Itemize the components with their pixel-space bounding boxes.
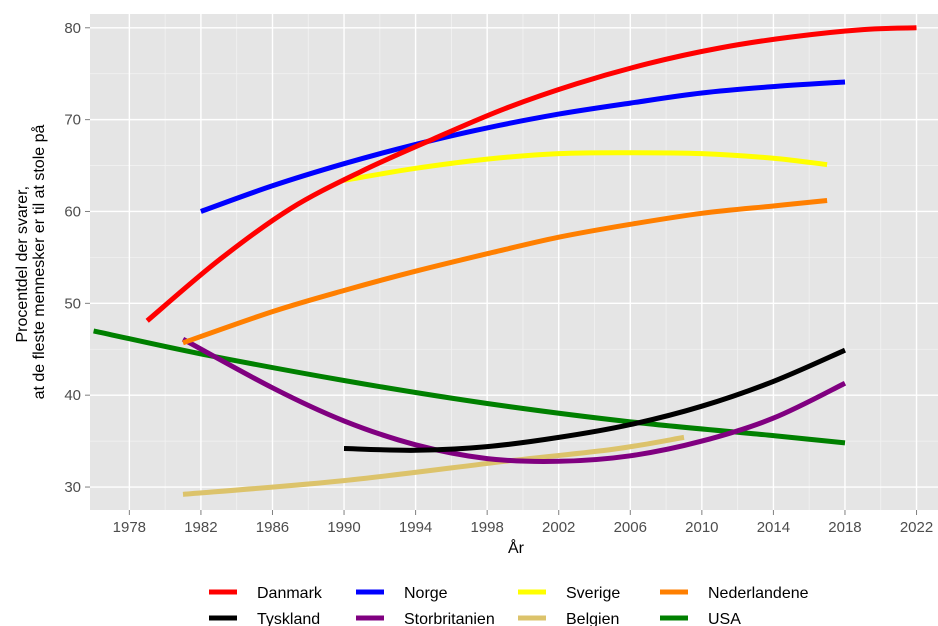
y-tick-label: 60 bbox=[64, 203, 81, 220]
series-line-belgien bbox=[182, 434, 685, 497]
legend-label: Norge bbox=[404, 585, 448, 602]
legend-item-nederlandene: Nederlandene bbox=[660, 585, 809, 602]
legend-label: Storbritanien bbox=[404, 611, 495, 626]
y-tick-label: 40 bbox=[64, 387, 81, 404]
legend-item-sverige: Sverige bbox=[518, 585, 620, 602]
x-tick-label: 1990 bbox=[327, 519, 360, 536]
x-tick-label: 2018 bbox=[828, 519, 861, 536]
legend-label: Tyskland bbox=[257, 611, 320, 626]
x-tick-label: 2002 bbox=[542, 519, 575, 536]
x-tick-label: 2014 bbox=[757, 519, 790, 536]
y-tick-label: 70 bbox=[64, 112, 81, 129]
legend-item-storbritanien: Storbritanien bbox=[356, 611, 495, 626]
x-tick-label: 1994 bbox=[399, 519, 432, 536]
y-axis-ticks: 30 40 50 60 70 80 bbox=[64, 20, 90, 496]
x-axis-title: År bbox=[508, 538, 525, 557]
y-axis-title: Procentdel der svarer, at de fleste menn… bbox=[14, 124, 48, 399]
y-tick-label: 80 bbox=[64, 20, 81, 37]
legend-item-tyskland: Tyskland bbox=[209, 611, 320, 626]
legend-label: Nederlandene bbox=[708, 585, 809, 602]
legend-label: Belgien bbox=[566, 611, 619, 626]
legend: Danmark Norge Sverige Nederlandene Tyskland S… bbox=[209, 585, 809, 626]
x-tick-label: 2010 bbox=[685, 519, 718, 536]
series-line-tyskland bbox=[343, 347, 846, 453]
y-axis-title-line-1: Procentdel der svarer, bbox=[14, 186, 31, 343]
series-line-usa bbox=[93, 328, 846, 446]
series-line-storbritanien bbox=[181, 337, 847, 464]
x-tick-label: 1978 bbox=[113, 519, 146, 536]
series-line-sverige bbox=[343, 150, 828, 183]
x-tick-label: 2022 bbox=[900, 519, 933, 536]
legend-item-norge: Norge bbox=[356, 585, 448, 602]
legend-label: USA bbox=[708, 611, 741, 626]
legend-item-danmark: Danmark bbox=[209, 585, 323, 602]
series-line-norge bbox=[200, 79, 846, 214]
legend-label: Danmark bbox=[257, 585, 323, 602]
series-line-nederlandene bbox=[182, 198, 828, 346]
major-gridlines bbox=[90, 14, 938, 510]
y-tick-label: 50 bbox=[64, 295, 81, 312]
panel-background bbox=[90, 14, 938, 510]
x-tick-label: 1982 bbox=[184, 519, 217, 536]
legend-item-belgien: Belgien bbox=[518, 611, 619, 626]
y-tick-label: 30 bbox=[64, 479, 81, 496]
x-tick-label: 1998 bbox=[470, 519, 503, 536]
legend-item-usa: USA bbox=[660, 611, 741, 626]
x-axis-ticks: 1978 1982 1986 1990 1994 1998 2002 2006 2010 2014… bbox=[113, 510, 933, 536]
x-tick-label: 1986 bbox=[256, 519, 289, 536]
series-lines bbox=[93, 25, 917, 497]
x-tick-label: 2006 bbox=[614, 519, 647, 536]
y-axis-title-line-2: at de fleste mennesker er til at stole p… bbox=[30, 124, 48, 399]
legend-label: Sverige bbox=[566, 585, 620, 602]
series-line-danmark bbox=[145, 25, 917, 323]
